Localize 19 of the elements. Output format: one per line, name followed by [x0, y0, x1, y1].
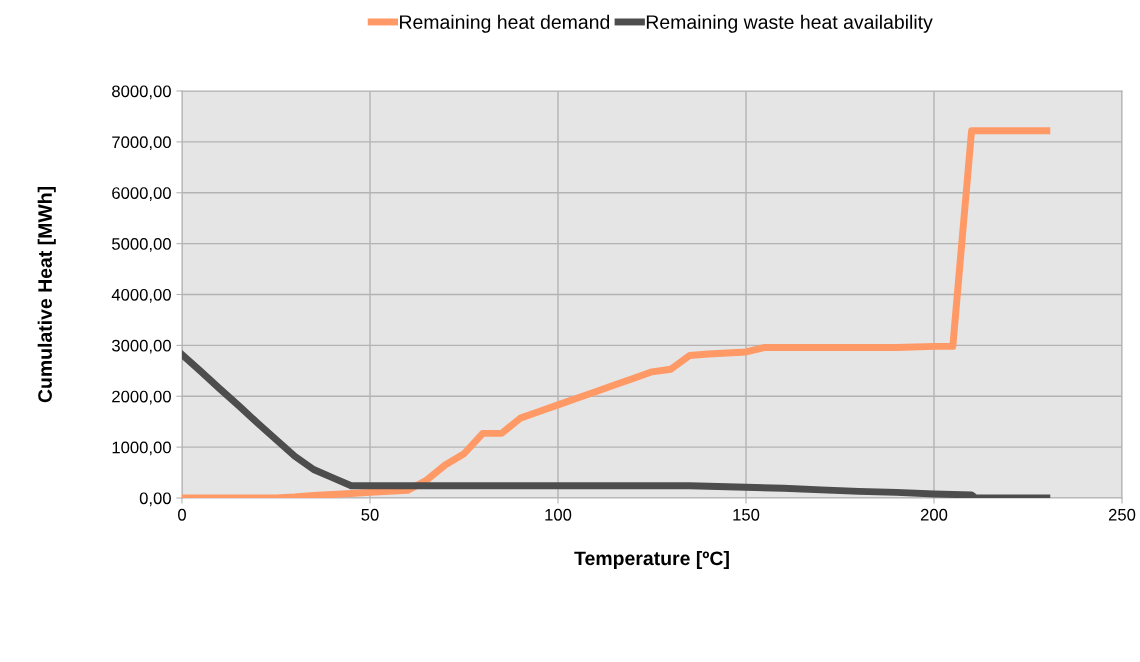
y-axis-title: Cumulative Heat [MWh]: [37, 187, 56, 403]
y-tick-label: 2000,00: [112, 390, 171, 405]
y-tick-label: 0,00: [139, 492, 171, 507]
x-tick-label: 250: [1108, 508, 1136, 521]
y-tick-label: 8000,00: [112, 85, 171, 100]
y-tick-label: 6000,00: [112, 187, 171, 201]
y-tick-label: 4000,00: [111, 288, 171, 303]
y-tick-label: 7000,00: [112, 136, 171, 151]
y-tick-label: 5000,00: [112, 238, 171, 252]
x-axis-title: Temperature [ºC]: [574, 550, 729, 570]
y-tick-label: 1000,00: [112, 441, 171, 456]
legend-label: Remaining waste heat availability: [646, 14, 933, 33]
x-tick-label: 200: [920, 508, 948, 521]
x-tick-label: 100: [545, 508, 572, 521]
x-tick-label: 0: [178, 508, 186, 521]
y-tick-label: 3000,00: [111, 339, 171, 354]
x-tick-label: 50: [361, 508, 379, 521]
x-tick-label: 150: [733, 508, 760, 521]
legend-label: Remaining heat demand: [400, 14, 610, 33]
